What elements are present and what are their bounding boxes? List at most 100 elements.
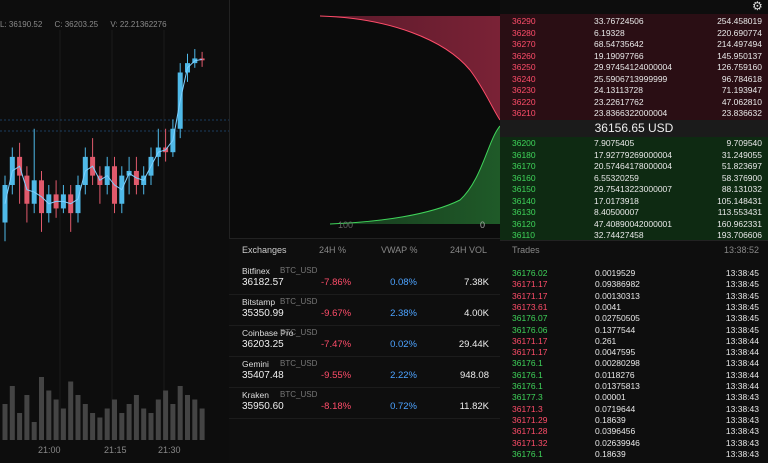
bid-size: 8.40500007: [594, 207, 639, 217]
trade-size: 0.0019529: [595, 268, 636, 278]
ask-size: 23.8366322000004: [594, 108, 668, 118]
gear-icon[interactable]: ⚙: [752, 0, 763, 13]
volume-bar: [39, 377, 44, 440]
exchange-vwap: 2.38%: [390, 308, 417, 319]
trade-price: 36176.07: [512, 313, 548, 324]
volume-bar: [68, 381, 74, 440]
bid-row[interactable]: 36200 7.9075405 9.709540: [500, 138, 768, 148]
ask-row[interactable]: 36260 19.19097766 145.950137: [500, 51, 768, 61]
bid-row[interactable]: 36130 8.40500007 113.553431: [500, 207, 768, 217]
ask-size: 19.19097766: [594, 50, 644, 61]
ask-row[interactable]: 36250 29.97454124000004 126.759160: [500, 62, 768, 72]
change-header[interactable]: 24H %: [319, 245, 347, 255]
depth-chart-panel[interactable]: 100 0: [229, 0, 501, 238]
trade-time: 13:38:44: [725, 369, 759, 380]
candlestick-chart[interactable]: [0, 0, 229, 463]
trades-clock: 13:38:52: [723, 245, 759, 255]
exchange-price: 35407.48: [242, 370, 284, 381]
trade-row: 36171.17 0.261 13:38:44: [500, 336, 768, 346]
bid-total: 31.249055: [721, 149, 762, 160]
ohlc-low: L: 36190.52: [0, 20, 43, 29]
trade-time: 13:38:45: [725, 324, 759, 335]
exchange-change: -9.67%: [321, 308, 352, 319]
trade-size: 0.1377544: [595, 324, 636, 335]
ask-price: 36210: [512, 108, 536, 118]
vwap-header[interactable]: VWAP %: [381, 245, 418, 255]
bid-size: 29.75413223000007: [594, 184, 672, 194]
trade-row: 36171.17 0.00130313 13:38:45: [500, 291, 768, 301]
depth-axis-left: 100: [338, 220, 353, 230]
vol-header[interactable]: 24H VOL: [450, 245, 488, 255]
bid-row[interactable]: 36120 47.40890042000001 160.962331: [500, 219, 768, 229]
trades-panel[interactable]: Trades 13:38:52 36176.02 0.0019529 13:38:4…: [500, 240, 768, 463]
exchange-change: -7.86%: [321, 277, 352, 288]
ask-size: 29.97454124000004: [594, 62, 672, 72]
trade-time: 13:38:45: [725, 301, 759, 312]
trade-price: 36176.1: [512, 381, 543, 391]
ask-row[interactable]: 36210 23.8366322000004 23.836632: [500, 108, 768, 118]
ask-row[interactable]: 36270 68.54735642 214.497494: [500, 39, 768, 49]
bid-size: 20.57464178000004: [594, 161, 672, 171]
volume-bar: [82, 404, 88, 440]
exchange-name: Bitstamp: [242, 297, 276, 307]
bid-row[interactable]: 36140 17.0173918 105.148431: [500, 196, 768, 206]
bid-row[interactable]: 36180 17.92779269000004 31.249055: [500, 150, 768, 160]
trade-price: 36171.17: [512, 347, 548, 358]
volume-bar: [155, 399, 161, 440]
bid-row[interactable]: 36160 6.55320259 58.376900: [500, 173, 768, 183]
exchange-name: Coinbase Pro: [242, 328, 294, 338]
bid-total: 113.553431: [717, 207, 762, 217]
ask-row[interactable]: 36240 25.5906713999999 96.784618: [500, 74, 768, 84]
bid-price: 36180: [512, 149, 536, 160]
exchange-row[interactable]: Kraken BTC_USD 35950.60 -8.18% 0.72% 11.82K: [229, 388, 500, 419]
exchanges-panel[interactable]: Exchanges 24H % VWAP % 24H VOL Bitfinex B…: [229, 238, 500, 463]
trade-size: 0.02750505: [595, 313, 640, 324]
bid-row[interactable]: 36110 32.74427458 193.706606: [500, 230, 768, 240]
price-chart-panel[interactable]: L: 36190.52 C: 36203.25 V: 22.21362276 2…: [0, 0, 229, 463]
trade-time: 13:38:44: [725, 381, 759, 391]
trade-size: 0.00280298: [595, 358, 640, 369]
bid-total: 160.962331: [717, 218, 762, 229]
ask-price: 36250: [512, 62, 536, 72]
bid-size: 6.55320259: [594, 172, 639, 183]
trade-price: 36171.29: [512, 414, 548, 425]
volume-bar: [31, 422, 37, 440]
exchange-vwap: 2.22%: [390, 370, 417, 381]
trade-time: 13:38:45: [725, 290, 759, 301]
bid-total: 193.706606: [717, 230, 762, 240]
exchange-name: Kraken: [242, 390, 269, 400]
time-label: 21:15: [104, 445, 127, 455]
trade-size: 0.01375813: [595, 381, 640, 391]
ask-total: 47.062810: [721, 96, 762, 107]
trade-price: 36171.32: [512, 437, 548, 448]
exchange-pair: BTC_USD: [280, 328, 318, 337]
exchange-vwap: 0.02%: [390, 339, 417, 350]
ask-total: 96.784618: [721, 73, 762, 84]
ask-row[interactable]: 36220 23.22617762 47.062810: [500, 97, 768, 107]
ask-row[interactable]: 36280 6.19328 220.690774: [500, 28, 768, 38]
orderbook-backgrounds: [500, 14, 768, 240]
ask-size: 25.5906713999999: [594, 73, 668, 84]
trade-price: 36173.61: [512, 301, 548, 312]
ask-row[interactable]: 36290 33.76724506 254.458019: [500, 16, 768, 26]
trade-row: 36171.32 0.02639946 13:38:43: [500, 438, 768, 448]
exchange-row[interactable]: Coinbase Pro BTC_USD 36203.25 -7.47% 0.02% 29…: [229, 326, 500, 357]
exchange-row[interactable]: Bitfinex BTC_USD 36182.57 -7.86% 0.08% 7.38K: [229, 264, 500, 295]
time-label: 21:30: [158, 445, 181, 455]
exchange-row[interactable]: Gemini BTC_USD 35407.48 -9.55% 2.22% 948.08: [229, 357, 500, 388]
trade-price: 36176.02: [512, 268, 548, 278]
trade-price: 36177.3: [512, 392, 543, 403]
bid-row[interactable]: 36170 20.57464178000004 51.823697: [500, 161, 768, 171]
exchange-row[interactable]: Bitstamp BTC_USD 35350.99 -9.67% 2.38% 4.00K: [229, 295, 500, 326]
ask-total: 23.836632: [721, 108, 762, 118]
bid-row[interactable]: 36150 29.75413223000007 88.131032: [500, 184, 768, 194]
ask-size: 6.19328: [594, 27, 625, 38]
order-book[interactable]: ⚙ 36290 33.76724506 254.458019 36280 6.19328…: [500, 0, 768, 240]
trade-price: 36176.06: [512, 324, 548, 335]
trade-row: 36177.3 0.00001 13:38:43: [500, 392, 768, 402]
ask-row[interactable]: 36230 24.13113728 71.193947: [500, 85, 768, 95]
bid-size: 17.92779269000004: [594, 149, 672, 160]
volume-bar: [133, 395, 139, 440]
trade-row: 36176.1 0.18639 13:38:43: [500, 449, 768, 459]
volume-bar: [17, 413, 23, 440]
